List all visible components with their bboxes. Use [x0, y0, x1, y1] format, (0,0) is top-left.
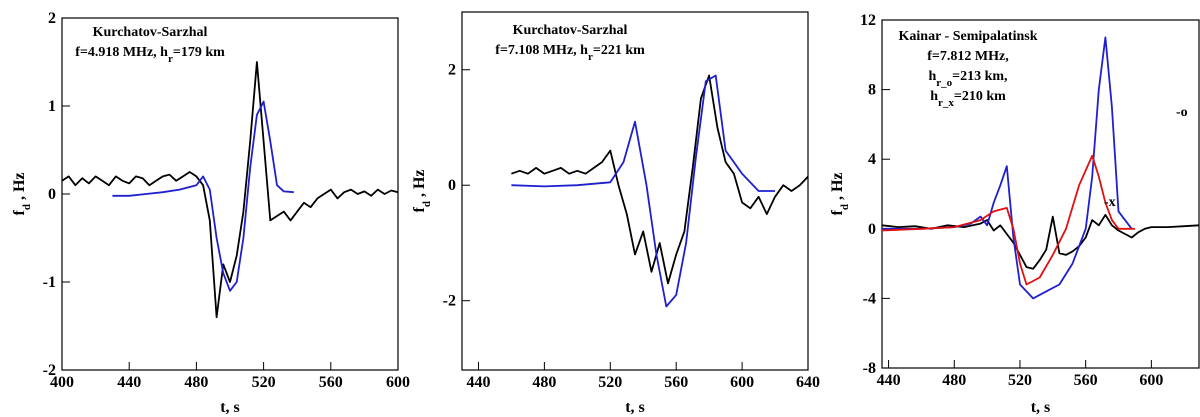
text-part: Kurchatov-Sarzhal	[93, 25, 208, 40]
subscript: r_x	[938, 97, 954, 109]
text-part: h	[930, 89, 938, 104]
text-part: f=7.108 MHz, h	[495, 43, 588, 58]
y-tick-label: 2	[48, 10, 56, 27]
annotation: Kurchatov-Sarzhal	[93, 25, 208, 40]
x-tick-label: 560	[1074, 372, 1098, 389]
y-tick-label: -2	[43, 362, 56, 379]
data-line	[511, 74, 775, 308]
y-axis-label: fd , Hz	[411, 170, 433, 213]
y-tick-label: -4	[863, 290, 876, 307]
data-line	[881, 214, 1200, 270]
y-tick-label: 1	[48, 98, 56, 115]
plot-frame	[461, 11, 809, 371]
x-axis-label: t, s	[220, 399, 240, 416]
y-tick-label: 2	[448, 62, 456, 79]
y-axis-label: fd , Hz	[11, 173, 33, 216]
data-line	[112, 100, 294, 292]
x-tick-label: 600	[730, 374, 754, 391]
plot-frame	[881, 19, 1200, 369]
series-label: -o	[1176, 105, 1188, 120]
x-tick-label: 560	[664, 374, 688, 391]
x-axis-label: t, s	[1031, 399, 1051, 416]
x-tick-label: 440	[877, 372, 901, 389]
text-part: f=4.918 MHz, h	[75, 45, 168, 60]
text-part: Kurchatov-Sarzhal	[513, 23, 628, 38]
y-tick-label: 0	[48, 186, 56, 203]
subscript: r	[588, 51, 593, 63]
subscript: d	[421, 201, 433, 207]
text-part: t, s	[1031, 399, 1051, 416]
text-part: , Hz	[411, 170, 428, 202]
text-part: f=7.812 MHz,	[927, 49, 1008, 64]
text-part: =213 km,	[952, 69, 1007, 84]
x-tick-label: 600	[386, 374, 410, 391]
y-tick-label: 12	[860, 12, 876, 29]
x-tick-label: 520	[598, 374, 622, 391]
y-tick-label: 4	[868, 151, 876, 168]
text-part: t, s	[220, 399, 240, 416]
data-line	[881, 154, 1135, 286]
x-tick-label: 400	[50, 374, 74, 391]
y-tick-label: 8	[868, 82, 876, 99]
series-label: -x	[1104, 195, 1116, 210]
x-axis-label: t, s	[625, 399, 645, 416]
y-tick-label: -2	[443, 293, 456, 310]
annotation: f=4.918 MHz, hr=179 km	[75, 45, 225, 65]
text-part: =179 km	[173, 45, 225, 60]
y-tick-label: -8	[863, 360, 876, 377]
text-part: h	[928, 69, 936, 84]
text-part: Kainar - Semipalatinsk	[899, 29, 1038, 44]
y-tick-label: 0	[868, 221, 876, 238]
plot-frame	[61, 17, 399, 371]
data-line	[61, 61, 399, 319]
y-tick-label: -1	[43, 274, 56, 291]
text-part: , Hz	[829, 173, 846, 205]
x-tick-label: 520	[252, 374, 276, 391]
subscript: r_o	[936, 77, 952, 89]
subscript: d	[21, 204, 33, 210]
text-part: =210 km	[954, 89, 1006, 104]
text-part: =221 km	[593, 43, 645, 58]
text-part: f	[411, 207, 428, 213]
annotation: hr_o=213 km,	[928, 69, 1007, 89]
x-tick-label: 640	[796, 374, 820, 391]
subscript: r	[168, 53, 173, 65]
annotation: f=7.108 MHz, hr=221 km	[495, 43, 645, 63]
x-tick-label: 480	[184, 374, 208, 391]
text-part: , Hz	[11, 173, 28, 205]
annotation: hr_x=210 km	[930, 89, 1006, 109]
subscript: d	[839, 204, 851, 210]
x-tick-label: 480	[532, 374, 556, 391]
text-part: f	[11, 210, 28, 216]
text-part: f	[829, 210, 846, 216]
x-tick-label: 600	[1139, 372, 1163, 389]
annotation: Kurchatov-Sarzhal	[513, 23, 628, 38]
annotation: Kainar - Semipalatinsk	[899, 29, 1038, 44]
x-tick-label: 520	[1008, 372, 1032, 389]
data-line	[511, 74, 809, 285]
data-line	[882, 36, 1133, 300]
y-axis-label: fd , Hz	[829, 173, 851, 216]
text-part: t, s	[625, 399, 645, 416]
y-tick-label: 0	[448, 177, 456, 194]
x-tick-label: 480	[942, 372, 966, 389]
x-tick-label: 440	[466, 374, 490, 391]
annotation: f=7.812 MHz,	[927, 49, 1008, 64]
x-tick-label: 560	[319, 374, 343, 391]
x-tick-label: 440	[117, 374, 141, 391]
